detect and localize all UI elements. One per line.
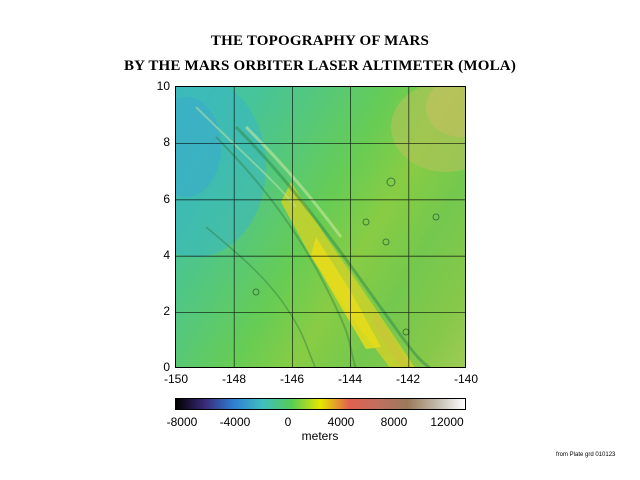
x-tick-label: -142 — [395, 372, 421, 386]
colorbar-label: 0 — [284, 415, 292, 429]
x-tick-label: -148 — [221, 372, 247, 386]
colorbar-label: -4000 — [219, 415, 251, 429]
y-tick-label: 4 — [163, 248, 170, 262]
x-tick-label: -146 — [279, 372, 305, 386]
colorbar-unit: meters — [301, 429, 339, 443]
x-tick-label: -140 — [453, 372, 479, 386]
colorbar-label: 4000 — [327, 415, 355, 429]
colorbar-label: 12000 — [430, 415, 464, 429]
colorbar-label: -8000 — [166, 415, 198, 429]
y-tick-label: 2 — [163, 304, 170, 318]
y-tick-label: 10 — [156, 79, 170, 93]
elevation-colorbar — [175, 398, 466, 410]
x-tick-label: -150 — [163, 372, 189, 386]
y-tick-label: 0 — [163, 360, 170, 374]
colorbar-label: 8000 — [380, 415, 408, 429]
y-tick-label: 6 — [163, 192, 170, 206]
topography-map — [175, 86, 466, 368]
map-subtitle: BY THE MARS ORBITER LASER ALTIMETER (MOL… — [123, 58, 517, 74]
x-tick-label: -144 — [337, 372, 363, 386]
map-title: THE TOPOGRAPHY OF MARS — [210, 33, 430, 49]
terrain-relief — [176, 87, 465, 367]
y-tick-label: 8 — [163, 135, 170, 149]
source-credit: from Plate grd 010123 — [556, 452, 616, 458]
